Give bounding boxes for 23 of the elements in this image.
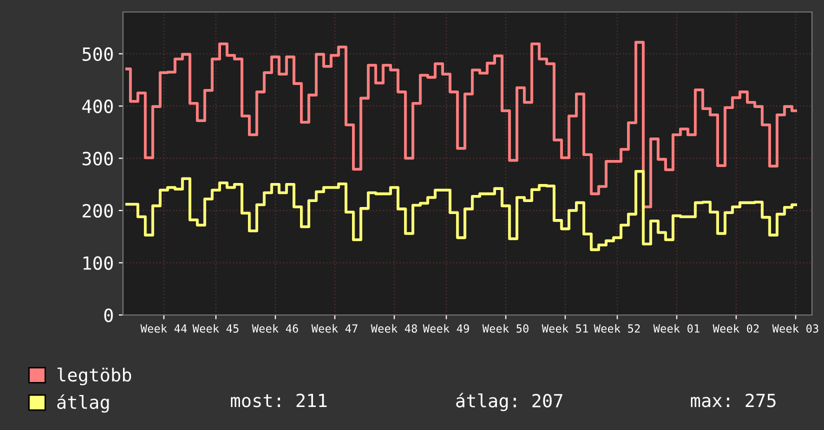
y-tick-label: 0 xyxy=(104,308,113,322)
y-tick-label: 400 xyxy=(82,100,113,114)
x-tick-label: Week 48 xyxy=(370,324,417,333)
x-tick-label: Week 50 xyxy=(482,324,528,333)
x-tick-label: Week 44 xyxy=(140,324,187,333)
x-tick-label: Week 03 xyxy=(772,324,818,333)
y-tick-label: 100 xyxy=(84,256,113,270)
y-tick-label: 500 xyxy=(82,47,113,61)
y-tick-label: 200 xyxy=(82,204,113,218)
legend-label: legtöbb xyxy=(58,368,132,386)
legend-label: átlag xyxy=(57,394,109,413)
x-tick-label: Week 49 xyxy=(422,324,469,333)
text: átlag: 207 xyxy=(456,392,562,412)
x-tick-label: Week 46 xyxy=(252,324,298,333)
x-tick-label: Week 47 xyxy=(311,324,358,333)
y-tick-label: 300 xyxy=(82,152,113,166)
x-tick-label: Week 01 xyxy=(653,324,700,333)
text: max: 275 xyxy=(690,394,776,408)
x-tick-label: Week 51 xyxy=(542,324,588,333)
x-tick-label: Week 02 xyxy=(712,324,759,333)
x-tick-label: Week 52 xyxy=(594,324,640,333)
x-tick-label: Week 45 xyxy=(192,324,238,333)
text: most: 211 xyxy=(230,394,327,408)
